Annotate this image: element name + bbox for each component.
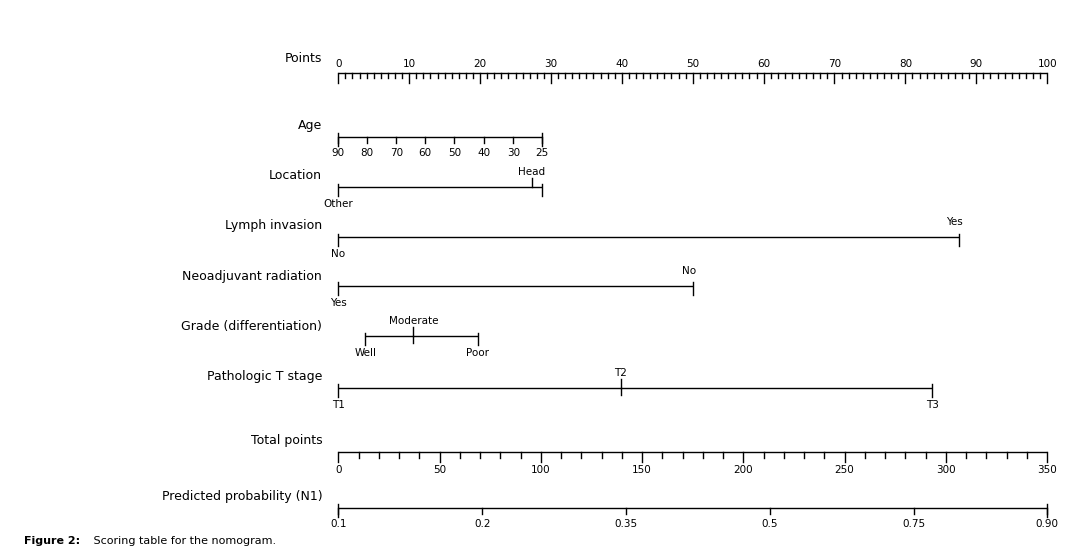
Text: Pathologic T stage: Pathologic T stage (207, 370, 322, 383)
Text: 50: 50 (686, 59, 699, 69)
Text: 0.1: 0.1 (330, 519, 347, 529)
Text: 20: 20 (474, 59, 487, 69)
Text: 80: 80 (361, 148, 374, 158)
Text: 200: 200 (734, 465, 753, 475)
Text: 25: 25 (536, 148, 549, 158)
Text: 70: 70 (390, 148, 403, 158)
Text: 30: 30 (507, 148, 520, 158)
Text: 150: 150 (633, 465, 652, 475)
Text: Yes: Yes (330, 298, 347, 308)
Text: Lymph invasion: Lymph invasion (226, 219, 322, 233)
Text: No: No (331, 249, 346, 259)
Text: T3: T3 (926, 400, 939, 410)
Text: Points: Points (285, 52, 322, 65)
Text: 0.35: 0.35 (614, 519, 638, 529)
Text: T2: T2 (614, 368, 627, 378)
Text: Yes: Yes (945, 217, 962, 227)
Text: Figure 2:: Figure 2: (24, 536, 79, 546)
Text: 80: 80 (899, 59, 912, 69)
Text: 40: 40 (478, 148, 491, 158)
Text: 60: 60 (757, 59, 770, 69)
Text: 300: 300 (937, 465, 956, 475)
Text: Moderate: Moderate (389, 316, 438, 326)
Text: Location: Location (270, 169, 322, 182)
Text: 100: 100 (1037, 59, 1057, 69)
Text: 0.5: 0.5 (761, 519, 779, 529)
Text: 40: 40 (615, 59, 628, 69)
Text: Other: Other (323, 199, 353, 209)
Text: 30: 30 (545, 59, 557, 69)
Text: T1: T1 (332, 400, 345, 410)
Text: 70: 70 (828, 59, 841, 69)
Text: Scoring table for the nomogram.: Scoring table for the nomogram. (90, 536, 276, 546)
Text: 90: 90 (332, 148, 345, 158)
Text: Poor: Poor (466, 348, 490, 358)
Text: No: No (682, 266, 696, 276)
Text: 100: 100 (531, 465, 551, 475)
Text: 0: 0 (335, 59, 342, 69)
Text: 60: 60 (419, 148, 432, 158)
Text: 0.2: 0.2 (474, 519, 491, 529)
Text: 0: 0 (335, 465, 342, 475)
Text: Grade (differentiation): Grade (differentiation) (182, 320, 322, 333)
Text: 350: 350 (1037, 465, 1057, 475)
Text: Well: Well (354, 348, 376, 358)
Text: 50: 50 (448, 148, 461, 158)
Text: 90: 90 (970, 59, 983, 69)
Text: Total points: Total points (250, 434, 322, 448)
Text: Neoadjuvant radiation: Neoadjuvant radiation (183, 270, 322, 283)
Text: 0.75: 0.75 (902, 519, 926, 529)
Text: 0.90: 0.90 (1035, 519, 1059, 529)
Text: 250: 250 (834, 465, 855, 475)
Text: Age: Age (297, 119, 322, 132)
Text: 50: 50 (433, 465, 446, 475)
Text: Head: Head (518, 167, 546, 177)
Text: Predicted probability (N1): Predicted probability (N1) (161, 490, 322, 503)
Text: 10: 10 (403, 59, 416, 69)
